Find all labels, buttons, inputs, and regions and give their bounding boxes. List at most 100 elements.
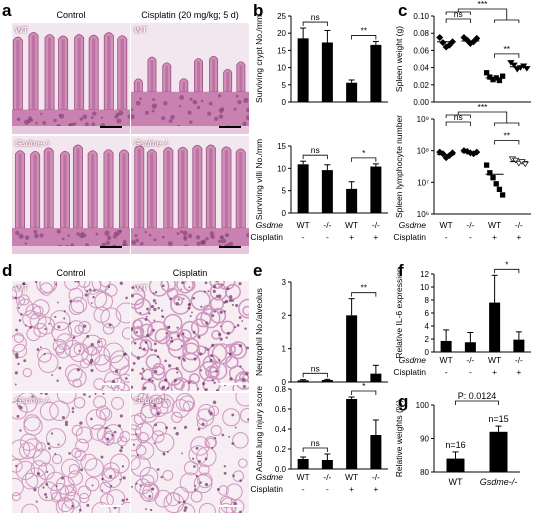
nucleus [234, 426, 237, 429]
nucleus [151, 103, 158, 109]
alveolus [132, 319, 143, 330]
chart-c-3: 10⁶ 10⁷ 10⁸ 10⁹ Spleen lymphocyte number ns **… [394, 102, 531, 219]
nucleus [231, 413, 235, 417]
alveolus [146, 320, 169, 343]
alveolus [198, 464, 210, 476]
data-point [515, 160, 523, 167]
nucleus [242, 121, 247, 126]
nucleus [177, 356, 181, 360]
y-tick-label: 0.04 [413, 64, 429, 73]
nucleus [194, 484, 197, 487]
nucleus [136, 454, 139, 457]
significance-label: ** [360, 25, 367, 35]
nucleus [70, 243, 75, 247]
nucleus [135, 433, 138, 436]
nucleus [204, 483, 209, 487]
significance-label: ** [503, 130, 510, 140]
nucleus [133, 341, 137, 345]
nucleus [199, 352, 203, 356]
alveolus [12, 289, 18, 300]
nucleus [113, 231, 118, 236]
nucleus [54, 315, 57, 319]
nucleus [114, 369, 119, 373]
nucleus [225, 336, 228, 339]
alveolus [71, 424, 83, 436]
nucleus [207, 111, 212, 116]
significance-label: *** [478, 0, 489, 9]
nucleus [104, 230, 110, 236]
alveolus [154, 489, 173, 508]
alveolus [25, 467, 46, 489]
alveolus [210, 296, 224, 311]
tile-label: Gsdme-/- [15, 395, 51, 405]
nucleus [142, 370, 145, 373]
genotype-label: WT [440, 355, 453, 365]
nucleus [24, 242, 28, 245]
nucleus [42, 120, 47, 125]
bar [297, 164, 309, 213]
nucleus [189, 120, 193, 124]
alveolus [141, 381, 157, 391]
alveolus [51, 491, 62, 503]
nucleus [56, 379, 59, 382]
nucleus [167, 241, 173, 247]
nucleus [180, 345, 183, 347]
alveolus [70, 296, 88, 314]
nucleus [164, 378, 168, 382]
alveolus [141, 368, 154, 381]
nucleus [154, 291, 158, 294]
nucleus [163, 101, 168, 106]
y-axis-label: Spleen lymphocyte number [394, 115, 404, 218]
tile-label: WT [15, 283, 29, 293]
nucleus [78, 349, 81, 352]
y-axis-label: Spleen weight (g) [394, 26, 404, 92]
nucleus [82, 114, 88, 120]
nucleus [135, 482, 138, 485]
nucleus [237, 99, 242, 105]
nucleus [82, 233, 87, 238]
data-point [463, 36, 471, 44]
nucleus [187, 303, 190, 306]
nucleus [135, 100, 141, 106]
alveolus [35, 442, 46, 452]
alveolus [149, 397, 169, 417]
alveolus [51, 321, 73, 343]
alveolus [68, 299, 85, 316]
alveolus [163, 313, 183, 333]
nucleus [170, 115, 175, 120]
nucleus [187, 110, 192, 115]
nucleus [91, 122, 96, 127]
nucleus [219, 310, 223, 314]
nucleus [81, 231, 84, 235]
significance-label: ns [311, 438, 320, 448]
nucleus [228, 435, 231, 438]
nucleus [218, 294, 222, 298]
nucleus [15, 328, 19, 332]
cisplatin-label: - [326, 232, 329, 242]
nucleus [118, 110, 124, 116]
row-label-cisplatin: Cisplatin [250, 484, 283, 494]
panel-label-g: g [398, 392, 409, 411]
nucleus [216, 487, 220, 491]
nucleus [161, 309, 164, 312]
alveolus [12, 400, 28, 420]
nucleus [108, 323, 112, 327]
panel-a-col-cisplatin: Cisplatin (20 mg/kg; 5 d) [141, 10, 239, 20]
nucleus [204, 457, 208, 461]
nucleus [131, 108, 134, 112]
nucleus [90, 417, 93, 421]
nucleus [68, 452, 71, 455]
significance-label: ** [360, 283, 367, 293]
significance-bracket [494, 268, 520, 274]
bracket-inner-right [494, 122, 520, 126]
cisplatin-label: + [492, 367, 497, 377]
nucleus [79, 117, 83, 121]
alveolus [84, 458, 104, 478]
nucleus [197, 335, 201, 339]
nucleus [178, 501, 181, 504]
nucleus [67, 234, 71, 237]
nucleus [86, 503, 90, 507]
row-label-gsdme: Gsdme [256, 472, 284, 482]
nucleus [131, 368, 134, 372]
chart-c-2: 0.00 0.02 0.04 0.06 0.08 0.10 Spleen weight (g… [394, 0, 531, 107]
